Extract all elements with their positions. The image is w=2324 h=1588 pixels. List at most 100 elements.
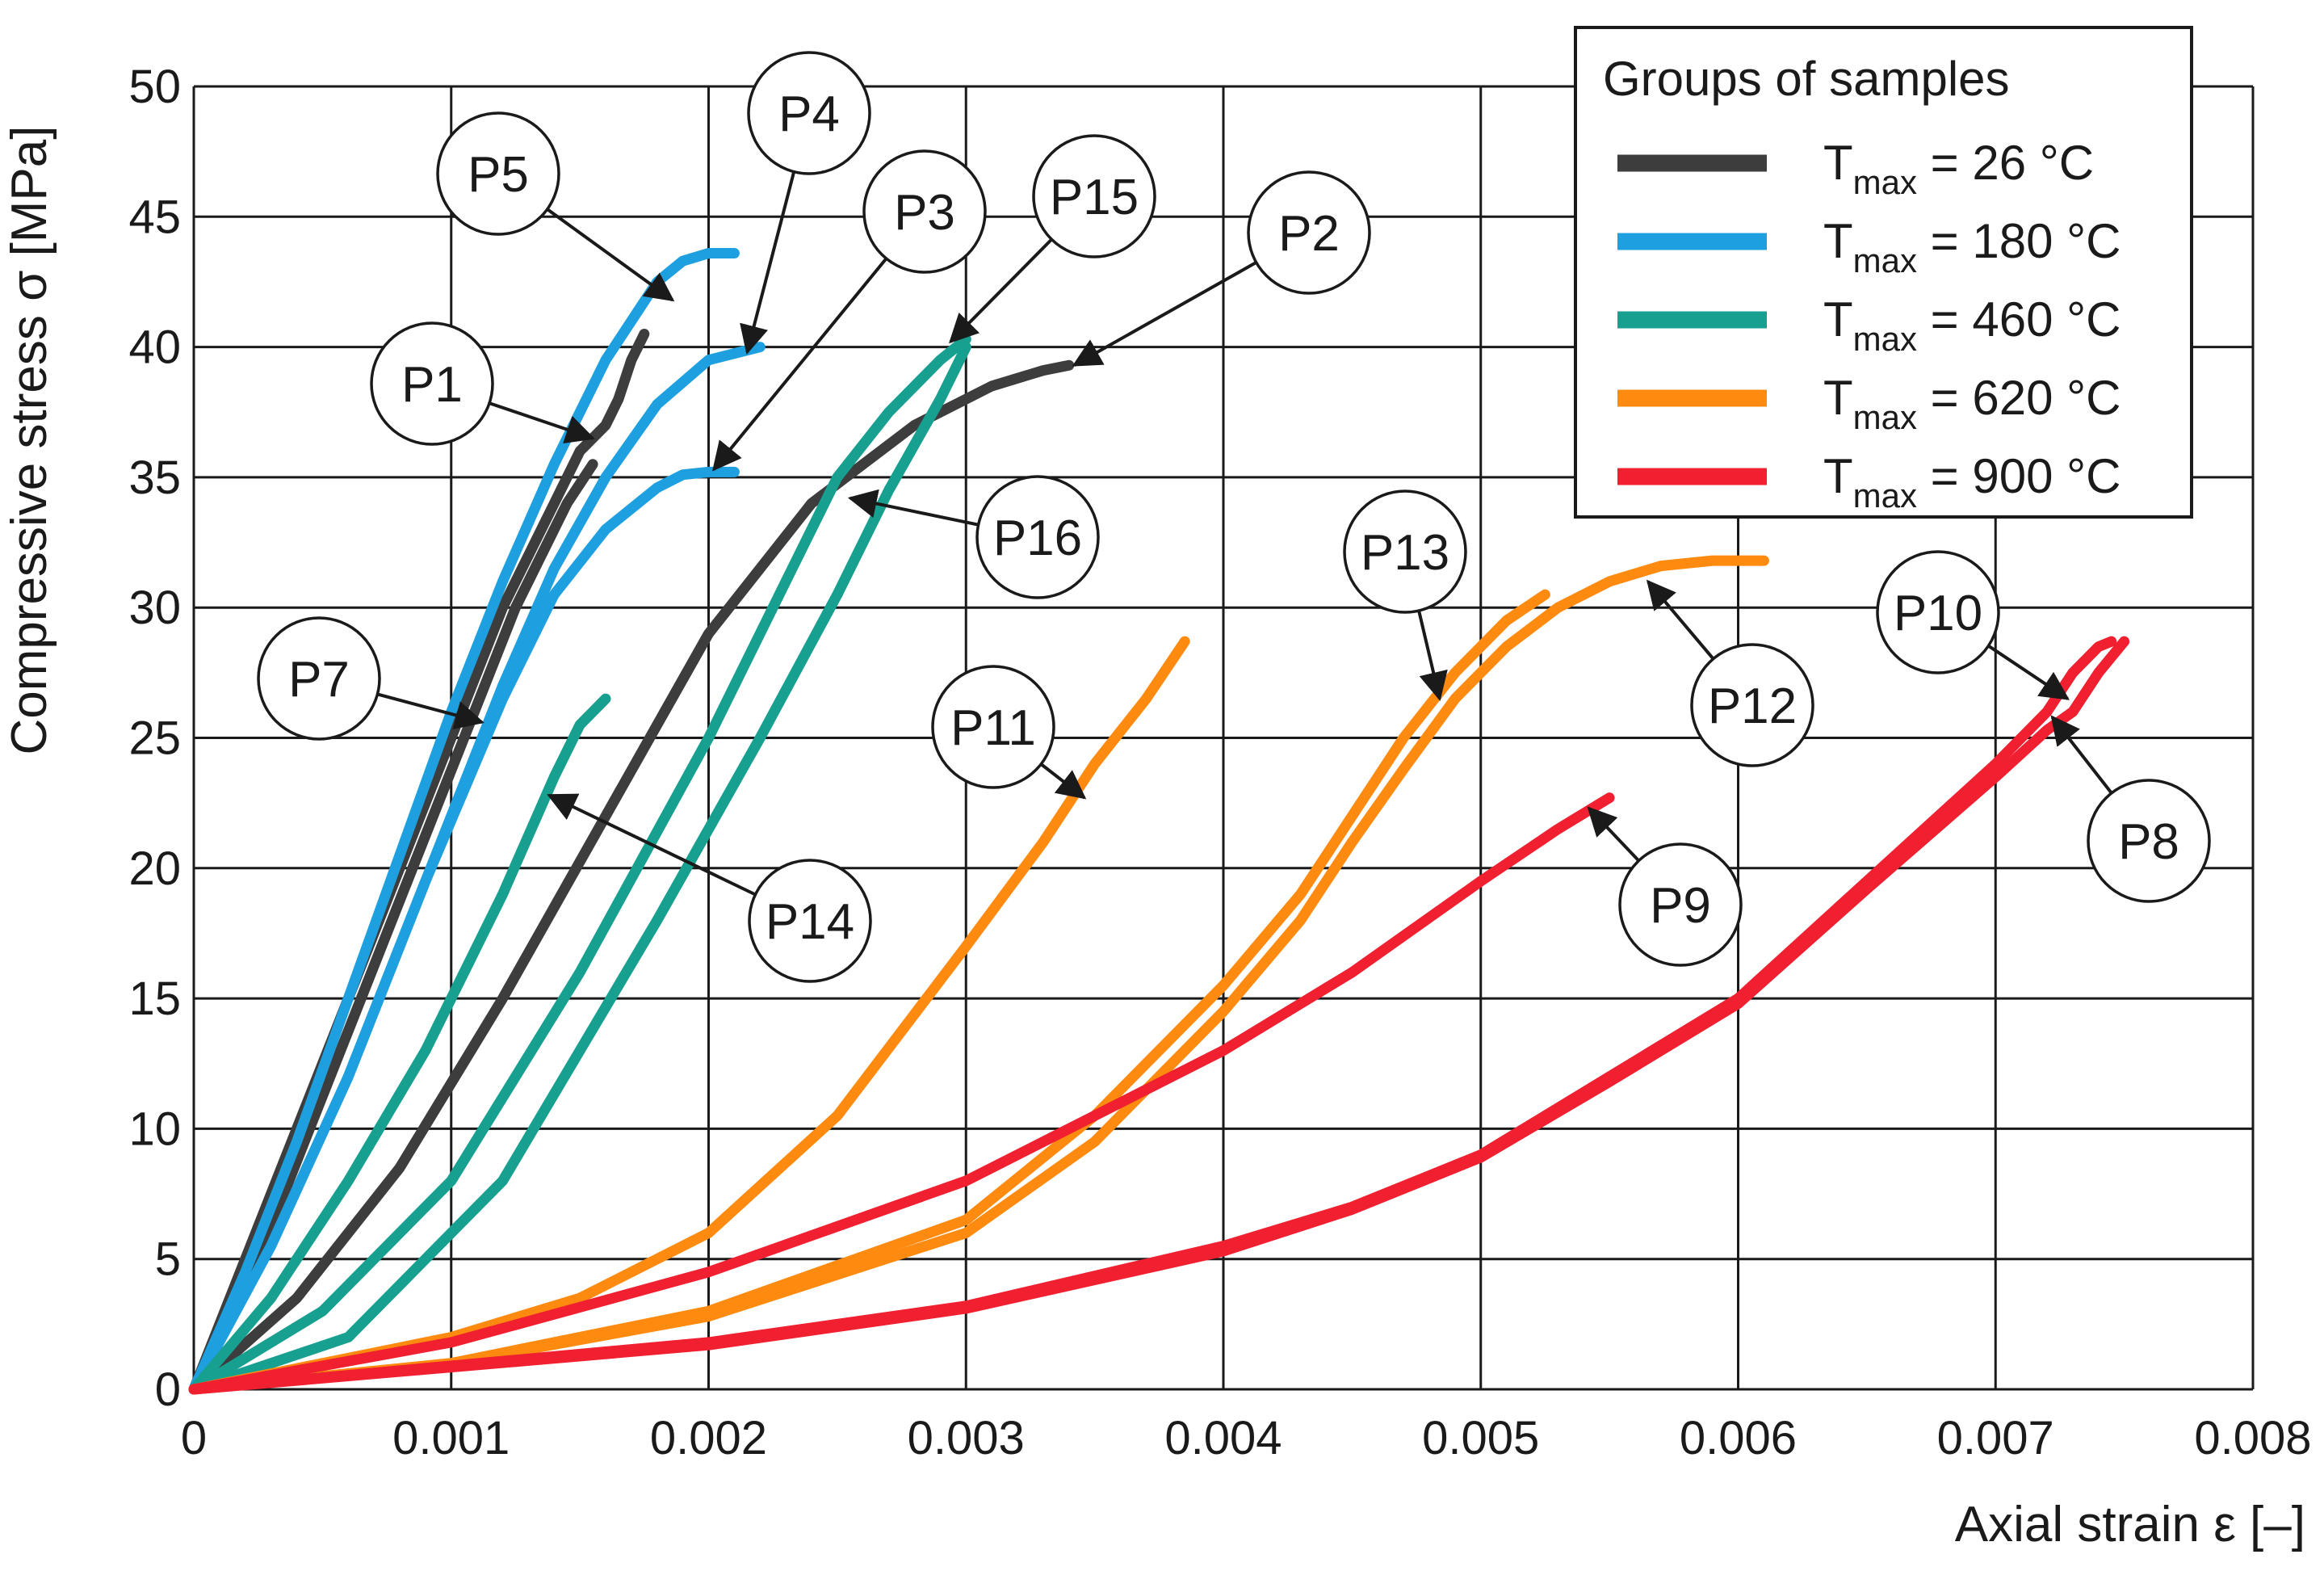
callout-label: P2 [1278, 206, 1340, 262]
callout-circle [975, 475, 1100, 599]
y-tick-label: 35 [128, 452, 181, 504]
x-tick-label: 0.002 [650, 1412, 767, 1464]
callout-layer: P5 P4 P3 P15 P2 P1 P16 P7 P14 P11 P13 P12 P10 P8 P9 [257, 51, 2211, 983]
x-tick-label: 0.006 [1680, 1412, 1797, 1464]
callout-arrow [847, 489, 980, 527]
x-tick-label: 0.007 [1937, 1412, 2054, 1464]
callout-circle [1876, 550, 2000, 674]
series-line-p12 [188, 555, 1769, 1395]
y-axis-title: Compressive stress σ [MPa] [2, 126, 57, 755]
legend-label: Tmax = 900 °C [1823, 449, 2121, 515]
series-line-p14 [188, 693, 611, 1395]
y-tick-label: 45 [128, 191, 181, 243]
callout-arrow [948, 237, 1053, 344]
callout-p2: P2 [1072, 170, 1371, 367]
callout-label: P13 [1361, 525, 1449, 581]
x-tick-label: 0 [181, 1412, 207, 1464]
legend: Groups of samples Tmax = 26 °C Tmax = 180… [1574, 26, 2193, 519]
callout-label: P9 [1650, 878, 1711, 934]
legend-box [1574, 26, 2193, 519]
callout-circle [931, 665, 1055, 789]
callout-circle [370, 321, 494, 446]
legend-label: Tmax = 180 °C [1823, 214, 2121, 279]
series-line-p5 [188, 248, 740, 1395]
legend-label: Tmax = 460 °C [1823, 292, 2121, 358]
callout-arrow [1987, 644, 2070, 700]
series-line-p7 [188, 459, 598, 1395]
callout-arrow [740, 171, 796, 355]
callout-p7: P7 [257, 616, 485, 741]
callout-p1: P1 [370, 321, 595, 446]
callout-arrow [712, 257, 888, 472]
series-line-p8 [188, 636, 2130, 1395]
legend-entries: Tmax = 26 °C Tmax = 180 °C Tmax = 460 °C Tm… [1617, 136, 2121, 515]
callout-p5: P5 [436, 111, 675, 302]
callout-arrow [1039, 762, 1087, 800]
callout-circle [1032, 134, 1156, 258]
legend-entry-g620: Tmax = 620 °C [1617, 371, 2121, 436]
callout-circle [1343, 489, 1467, 614]
callout-p9: P9 [1587, 806, 1743, 967]
callout-label: P12 [1708, 678, 1797, 734]
callout-label: P11 [950, 700, 1036, 756]
legend-entry-g180: Tmax = 180 °C [1617, 214, 2121, 279]
series-line-p16 [188, 334, 971, 1395]
x-tick-label: 0.004 [1164, 1412, 1282, 1464]
y-axis-ticks: 0 5 10 15 20 25 30 35 40 45 50 [128, 61, 181, 1416]
callout-arrow [1646, 579, 1715, 660]
callout-circle [747, 51, 871, 175]
callout-label: P7 [288, 652, 350, 708]
callout-p10: P10 [1876, 550, 2070, 700]
series-line-p9 [188, 792, 1615, 1395]
callout-label: P1 [401, 357, 463, 413]
y-tick-label: 0 [155, 1363, 181, 1416]
legend-entry-g26: Tmax = 26 °C [1617, 136, 2094, 201]
x-tick-label: 0.001 [392, 1412, 510, 1464]
legend-label: Tmax = 620 °C [1823, 371, 2121, 436]
x-tick-label: 0.003 [908, 1412, 1025, 1464]
callout-arrow [2050, 715, 2113, 795]
y-tick-label: 20 [128, 842, 181, 895]
callout-circle [2087, 779, 2211, 903]
callout-p13: P13 [1343, 489, 1467, 702]
y-tick-label: 10 [128, 1103, 181, 1155]
callout-circle [748, 859, 872, 983]
callout-p8: P8 [2050, 715, 2211, 903]
callout-arrow [1072, 261, 1257, 367]
callout-label: P8 [2118, 814, 2179, 870]
y-tick-label: 15 [128, 973, 181, 1025]
callout-arrow [1417, 610, 1448, 702]
callout-circle [1618, 842, 1743, 967]
callout-p4: P4 [740, 51, 871, 355]
callout-p11: P11 [931, 665, 1087, 800]
callout-label: P5 [468, 147, 529, 203]
y-tick-label: 25 [128, 712, 181, 765]
callout-label: P15 [1050, 170, 1139, 225]
series-line-p2 [188, 359, 1075, 1395]
callout-label: P16 [993, 510, 1082, 566]
series-layer [188, 248, 2130, 1395]
x-axis-ticks: 0 0.001 0.002 0.003 0.004 0.005 0.006 0.007 0.00… [181, 1412, 2312, 1464]
callout-p14: P14 [547, 793, 872, 983]
y-tick-label: 40 [128, 321, 181, 374]
series-line-p15 [188, 342, 971, 1395]
callout-p16: P16 [847, 475, 1100, 599]
callout-arrow [376, 692, 485, 729]
y-tick-label: 50 [128, 61, 181, 113]
callout-arrow [547, 793, 757, 897]
legend-title: Groups of samples [1603, 52, 2010, 106]
legend-entry-g900: Tmax = 900 °C [1617, 449, 2121, 515]
series-line-p3 [188, 466, 740, 1395]
y-tick-label: 5 [155, 1233, 181, 1286]
y-tick-label: 30 [128, 582, 181, 634]
callout-p3: P3 [712, 149, 987, 472]
x-tick-label: 0.005 [1422, 1412, 1539, 1464]
callout-arrow [546, 208, 675, 302]
callout-circle [436, 111, 560, 236]
callout-label: P14 [766, 894, 854, 950]
series-line-p13 [188, 589, 1550, 1395]
callout-circle [257, 616, 381, 741]
callout-label: P10 [1894, 586, 1982, 641]
callout-circle [1247, 170, 1371, 295]
x-axis-title: Axial strain ε [–] [1955, 1497, 2305, 1552]
